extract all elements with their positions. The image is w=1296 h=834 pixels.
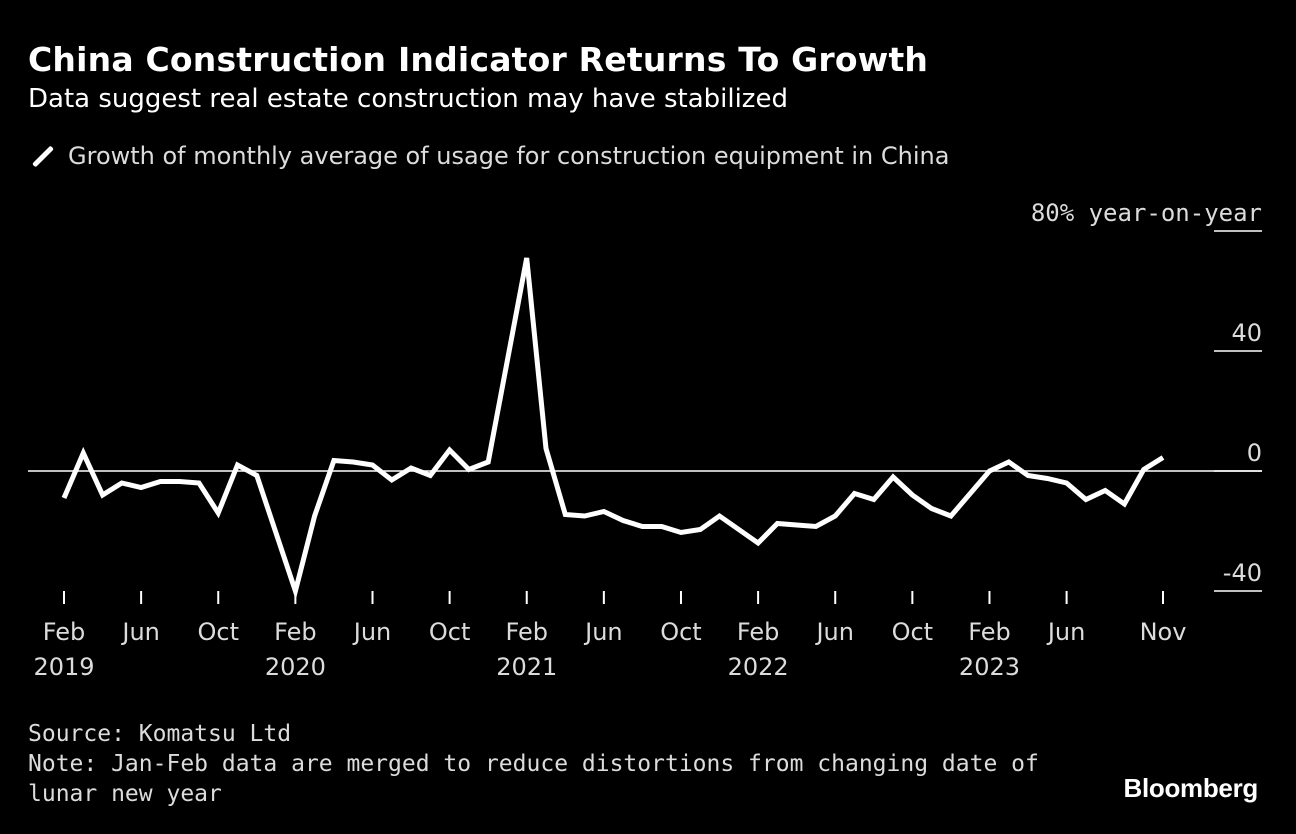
x-tick-year-label: 2019 <box>33 653 94 681</box>
x-tick-label: Jun <box>814 618 854 646</box>
legend-label: Growth of monthly average of usage for c… <box>68 142 950 170</box>
x-tick-label: Oct <box>892 618 934 646</box>
x-tick-label: Feb <box>968 618 1011 646</box>
x-tick-label: Feb <box>737 618 780 646</box>
series-line <box>61 257 1165 600</box>
bloomberg-logo: Bloomberg <box>1123 773 1258 803</box>
legend: Growth of monthly average of usage for c… <box>30 142 949 170</box>
y-tick-label: 80% year-on-year <box>1031 199 1262 227</box>
source-text: Source: Komatsu Ltd <box>28 721 292 747</box>
note-text-line-2: lunar new year <box>28 781 222 807</box>
x-tick-label: Jun <box>120 618 160 646</box>
x-tick-label: Oct <box>429 618 471 646</box>
x-tick-label: Feb <box>505 618 548 646</box>
x-tick-label: Jun <box>1046 618 1086 646</box>
chart-subtitle: Data suggest real estate construction ma… <box>28 84 788 114</box>
x-tick-label: Oct <box>197 618 239 646</box>
x-tick-label: Jun <box>583 618 623 646</box>
y-tick-label: 40 <box>1231 319 1262 347</box>
x-tick-label: Feb <box>43 618 86 646</box>
x-tick-label: Feb <box>274 618 317 646</box>
note-text-line-1: Note: Jan-Feb data are merged to reduce … <box>28 751 1039 777</box>
x-tick-year-label: 2023 <box>959 653 1020 681</box>
y-tick-label: 0 <box>1247 439 1262 467</box>
x-tick-year-label: 2021 <box>496 653 557 681</box>
x-tick-label: Nov <box>1140 618 1187 646</box>
footnotes: Source: Komatsu Ltd Note: Jan-Feb data a… <box>28 719 1039 809</box>
series-group <box>61 257 1165 600</box>
x-tick-year-label: 2020 <box>265 653 326 681</box>
x-tick-label: Jun <box>352 618 392 646</box>
x-axis: Feb 2019 Jun Oct Feb 2020 Jun Oct Feb 2021 Jun Oct F… <box>33 591 1186 681</box>
x-tick-label: Oct <box>660 618 702 646</box>
y-tick-label: -40 <box>1223 559 1262 587</box>
y-axis: 80% year-on-year 40 0 -40 <box>1031 199 1262 592</box>
chart-title: China Construction Indicator Returns To … <box>28 40 929 79</box>
x-tick-year-label: 2022 <box>728 653 789 681</box>
